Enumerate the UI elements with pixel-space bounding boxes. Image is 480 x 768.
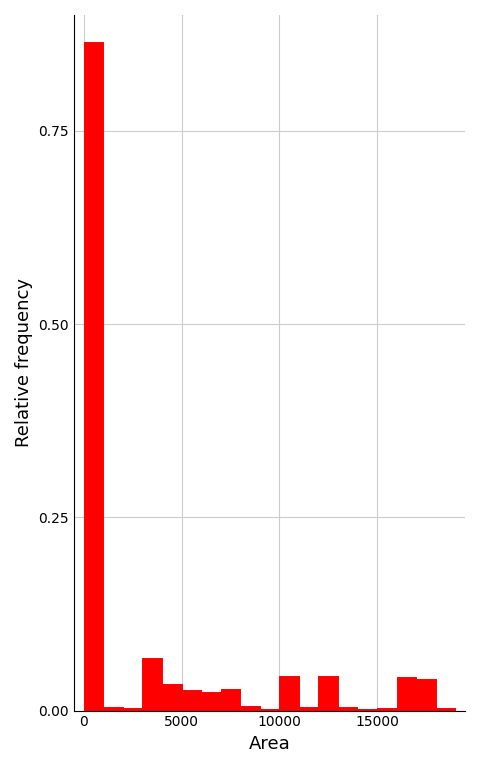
Bar [162, 684, 181, 710]
Bar [181, 690, 201, 710]
Bar [240, 706, 260, 710]
Bar [181, 690, 201, 710]
Bar [299, 707, 318, 710]
Bar [299, 707, 318, 710]
Bar [103, 707, 123, 710]
Bar [84, 42, 103, 710]
Bar [221, 689, 240, 710]
Bar [396, 677, 416, 710]
Bar [358, 709, 377, 710]
Bar [338, 707, 358, 710]
Bar [260, 709, 279, 710]
Bar [318, 676, 338, 710]
Bar [103, 707, 123, 710]
Bar [338, 707, 358, 710]
Bar [123, 708, 143, 710]
Bar [162, 684, 181, 710]
Bar [396, 677, 416, 710]
Bar [416, 679, 436, 710]
Bar [240, 706, 260, 710]
Bar [143, 658, 162, 710]
Bar [279, 676, 299, 710]
Bar [377, 708, 396, 710]
Bar [436, 708, 455, 710]
Bar [84, 42, 103, 710]
Bar [201, 692, 221, 710]
Bar [123, 708, 143, 710]
Bar [416, 679, 436, 710]
Bar [279, 676, 299, 710]
Bar [358, 709, 377, 710]
Bar [318, 676, 338, 710]
Y-axis label: Relative frequency: Relative frequency [15, 278, 33, 447]
Bar [201, 692, 221, 710]
Bar [377, 708, 396, 710]
Bar [221, 689, 240, 710]
Bar [143, 658, 162, 710]
Bar [260, 709, 279, 710]
X-axis label: Area: Area [249, 735, 290, 753]
Bar [436, 708, 455, 710]
